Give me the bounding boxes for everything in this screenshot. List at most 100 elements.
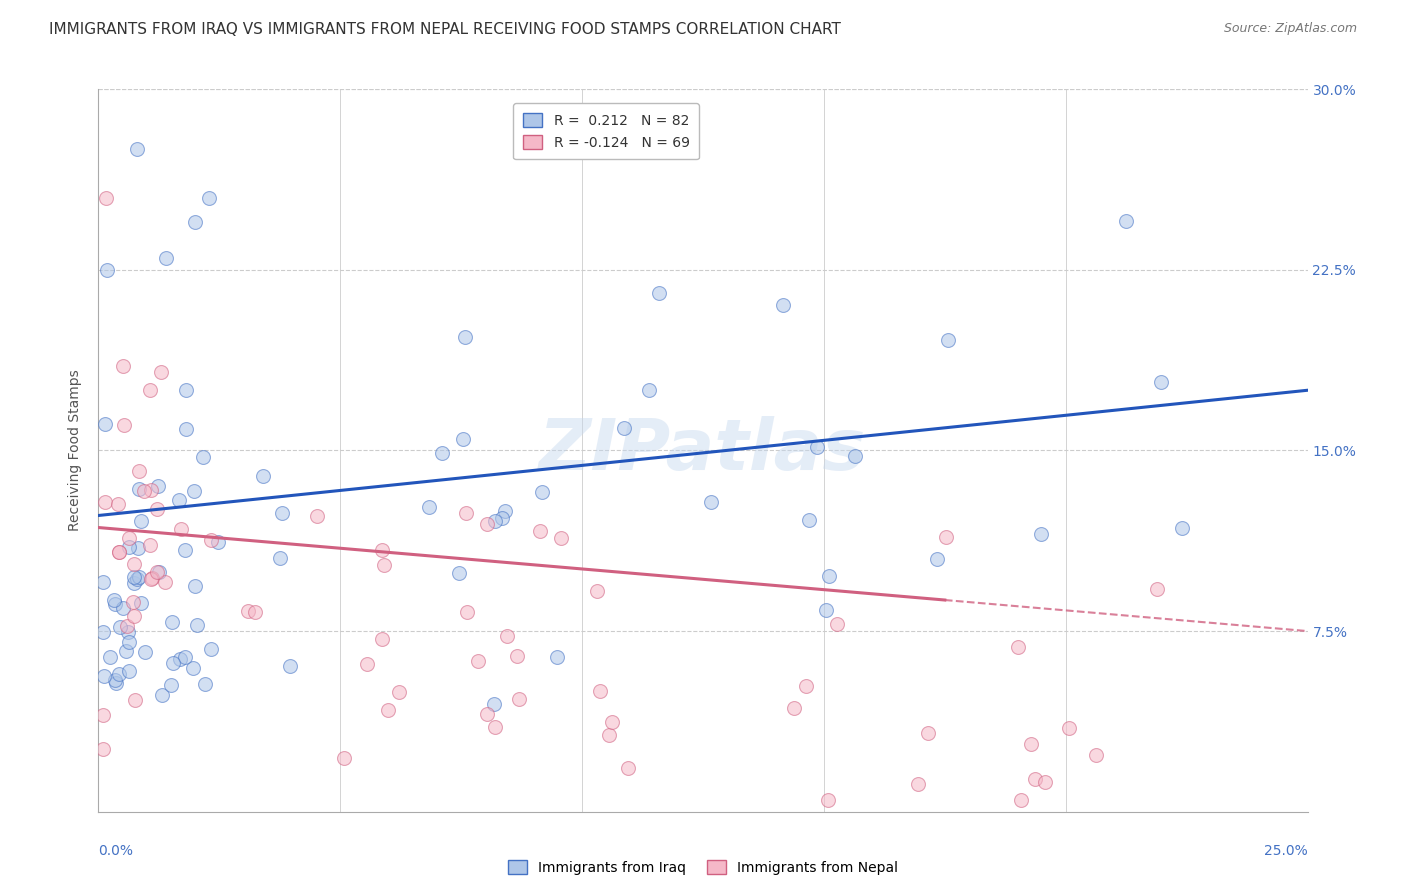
Point <box>186 617 208 632</box>
Point <box>451 432 474 446</box>
Point <box>617 760 640 774</box>
Point <box>550 532 572 546</box>
Point <box>91 708 114 723</box>
Point <box>772 298 794 312</box>
Point <box>93 417 115 432</box>
Point <box>934 530 956 544</box>
Point <box>270 506 292 520</box>
Point <box>107 667 129 681</box>
Point <box>98 650 121 665</box>
Point <box>104 673 127 687</box>
Point <box>373 558 395 572</box>
Point <box>243 605 266 619</box>
Point <box>128 570 150 584</box>
Point <box>103 593 125 607</box>
Point <box>93 669 115 683</box>
Point <box>1029 527 1052 541</box>
Point <box>1024 772 1046 786</box>
Point <box>546 650 568 665</box>
Point <box>104 676 127 690</box>
Point <box>638 383 661 397</box>
Point <box>236 604 259 618</box>
Point <box>814 603 837 617</box>
Point <box>121 594 143 608</box>
Point <box>138 537 160 551</box>
Point <box>128 482 150 496</box>
Point <box>1019 737 1042 751</box>
Point <box>141 571 163 585</box>
Point <box>134 645 156 659</box>
Point <box>496 629 519 643</box>
Point <box>377 703 399 717</box>
Legend: R =  0.212   N = 82, R = -0.124   N = 69: R = 0.212 N = 82, R = -0.124 N = 69 <box>513 103 699 160</box>
Point <box>505 648 527 663</box>
Point <box>124 575 146 590</box>
Point <box>484 514 506 528</box>
Point <box>827 616 849 631</box>
Point <box>844 450 866 464</box>
Point <box>280 659 302 673</box>
Point <box>794 680 817 694</box>
Point <box>184 214 207 228</box>
Point <box>907 777 929 791</box>
Point <box>146 565 169 579</box>
Point <box>128 464 150 478</box>
Point <box>127 541 149 556</box>
Point <box>589 684 612 698</box>
Point <box>170 522 193 536</box>
Y-axis label: Receiving Food Stamps: Receiving Food Stamps <box>69 369 83 532</box>
Point <box>508 692 530 706</box>
Point <box>484 720 506 734</box>
Point <box>252 469 274 483</box>
Point <box>388 684 411 698</box>
Point <box>936 333 959 347</box>
Point <box>491 511 513 525</box>
Point <box>122 570 145 584</box>
Point <box>467 654 489 668</box>
Point <box>600 714 623 729</box>
Point <box>104 597 127 611</box>
Point <box>91 742 114 756</box>
Point <box>917 726 939 740</box>
Point <box>115 619 138 633</box>
Point <box>783 701 806 715</box>
Point <box>1084 747 1107 762</box>
Point <box>176 422 198 436</box>
Point <box>1057 721 1080 735</box>
Point <box>146 479 169 493</box>
Point <box>806 441 828 455</box>
Point <box>200 641 222 656</box>
Point <box>1115 213 1137 227</box>
Point <box>112 418 135 433</box>
Point <box>447 566 470 580</box>
Point <box>108 620 131 634</box>
Point <box>191 450 214 464</box>
Point <box>149 365 172 379</box>
Point <box>131 514 153 528</box>
Text: Source: ZipAtlas.com: Source: ZipAtlas.com <box>1223 22 1357 36</box>
Point <box>118 635 141 649</box>
Point <box>371 632 394 647</box>
Point <box>333 751 356 765</box>
Point <box>418 500 440 514</box>
Point <box>356 657 378 671</box>
Point <box>139 483 162 497</box>
Point <box>122 608 145 623</box>
Point <box>160 678 183 692</box>
Point <box>200 533 222 547</box>
Point <box>129 597 152 611</box>
Point <box>613 421 636 435</box>
Point <box>94 190 117 204</box>
Point <box>456 605 478 619</box>
Point <box>475 516 498 531</box>
Point <box>148 565 170 579</box>
Text: IMMIGRANTS FROM IRAQ VS IMMIGRANTS FROM NEPAL RECEIVING FOOD STAMPS CORRELATION : IMMIGRANTS FROM IRAQ VS IMMIGRANTS FROM … <box>49 22 841 37</box>
Point <box>174 649 197 664</box>
Point <box>454 329 477 343</box>
Point <box>1007 640 1029 655</box>
Point <box>430 446 453 460</box>
Point <box>482 697 505 711</box>
Point <box>155 251 177 265</box>
Point <box>91 624 114 639</box>
Point <box>152 688 174 702</box>
